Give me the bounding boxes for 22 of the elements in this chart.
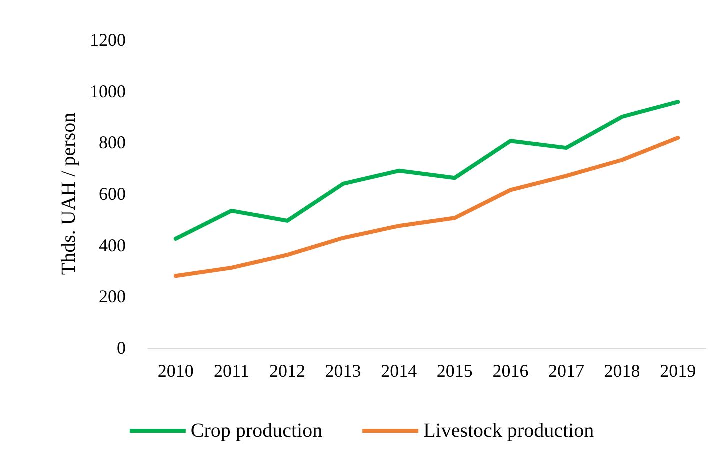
x-tick-label: 2011 — [214, 361, 250, 381]
y-tick-label: 200 — [99, 286, 126, 307]
x-tick-label: 2012 — [270, 361, 306, 381]
legend-label: Crop production — [190, 420, 323, 442]
line-series — [174, 100, 680, 241]
y-tick-label: 1000 — [90, 81, 126, 102]
y-tick-label: 400 — [99, 235, 126, 256]
y-tick-label: 600 — [99, 184, 126, 204]
x-tick-label: 2010 — [158, 361, 194, 381]
x-tick-label: 2018 — [604, 361, 640, 381]
x-tick-label: 2013 — [325, 361, 362, 381]
y-tick-label: 1200 — [90, 30, 126, 50]
y-tick-label: 800 — [99, 132, 126, 153]
x-tick-label: 2019 — [660, 361, 696, 381]
x-tick-label: 2014 — [381, 361, 418, 381]
y-axis-title: Thds. UAH / person — [58, 112, 80, 276]
line-series — [174, 136, 680, 278]
legend-label: Livestock production — [424, 420, 594, 442]
x-tick-label: 2015 — [436, 361, 473, 381]
y-tick-label: 0 — [117, 338, 126, 358]
x-tick-label: 2016 — [492, 361, 529, 381]
x-tick-label: 2017 — [548, 361, 584, 381]
